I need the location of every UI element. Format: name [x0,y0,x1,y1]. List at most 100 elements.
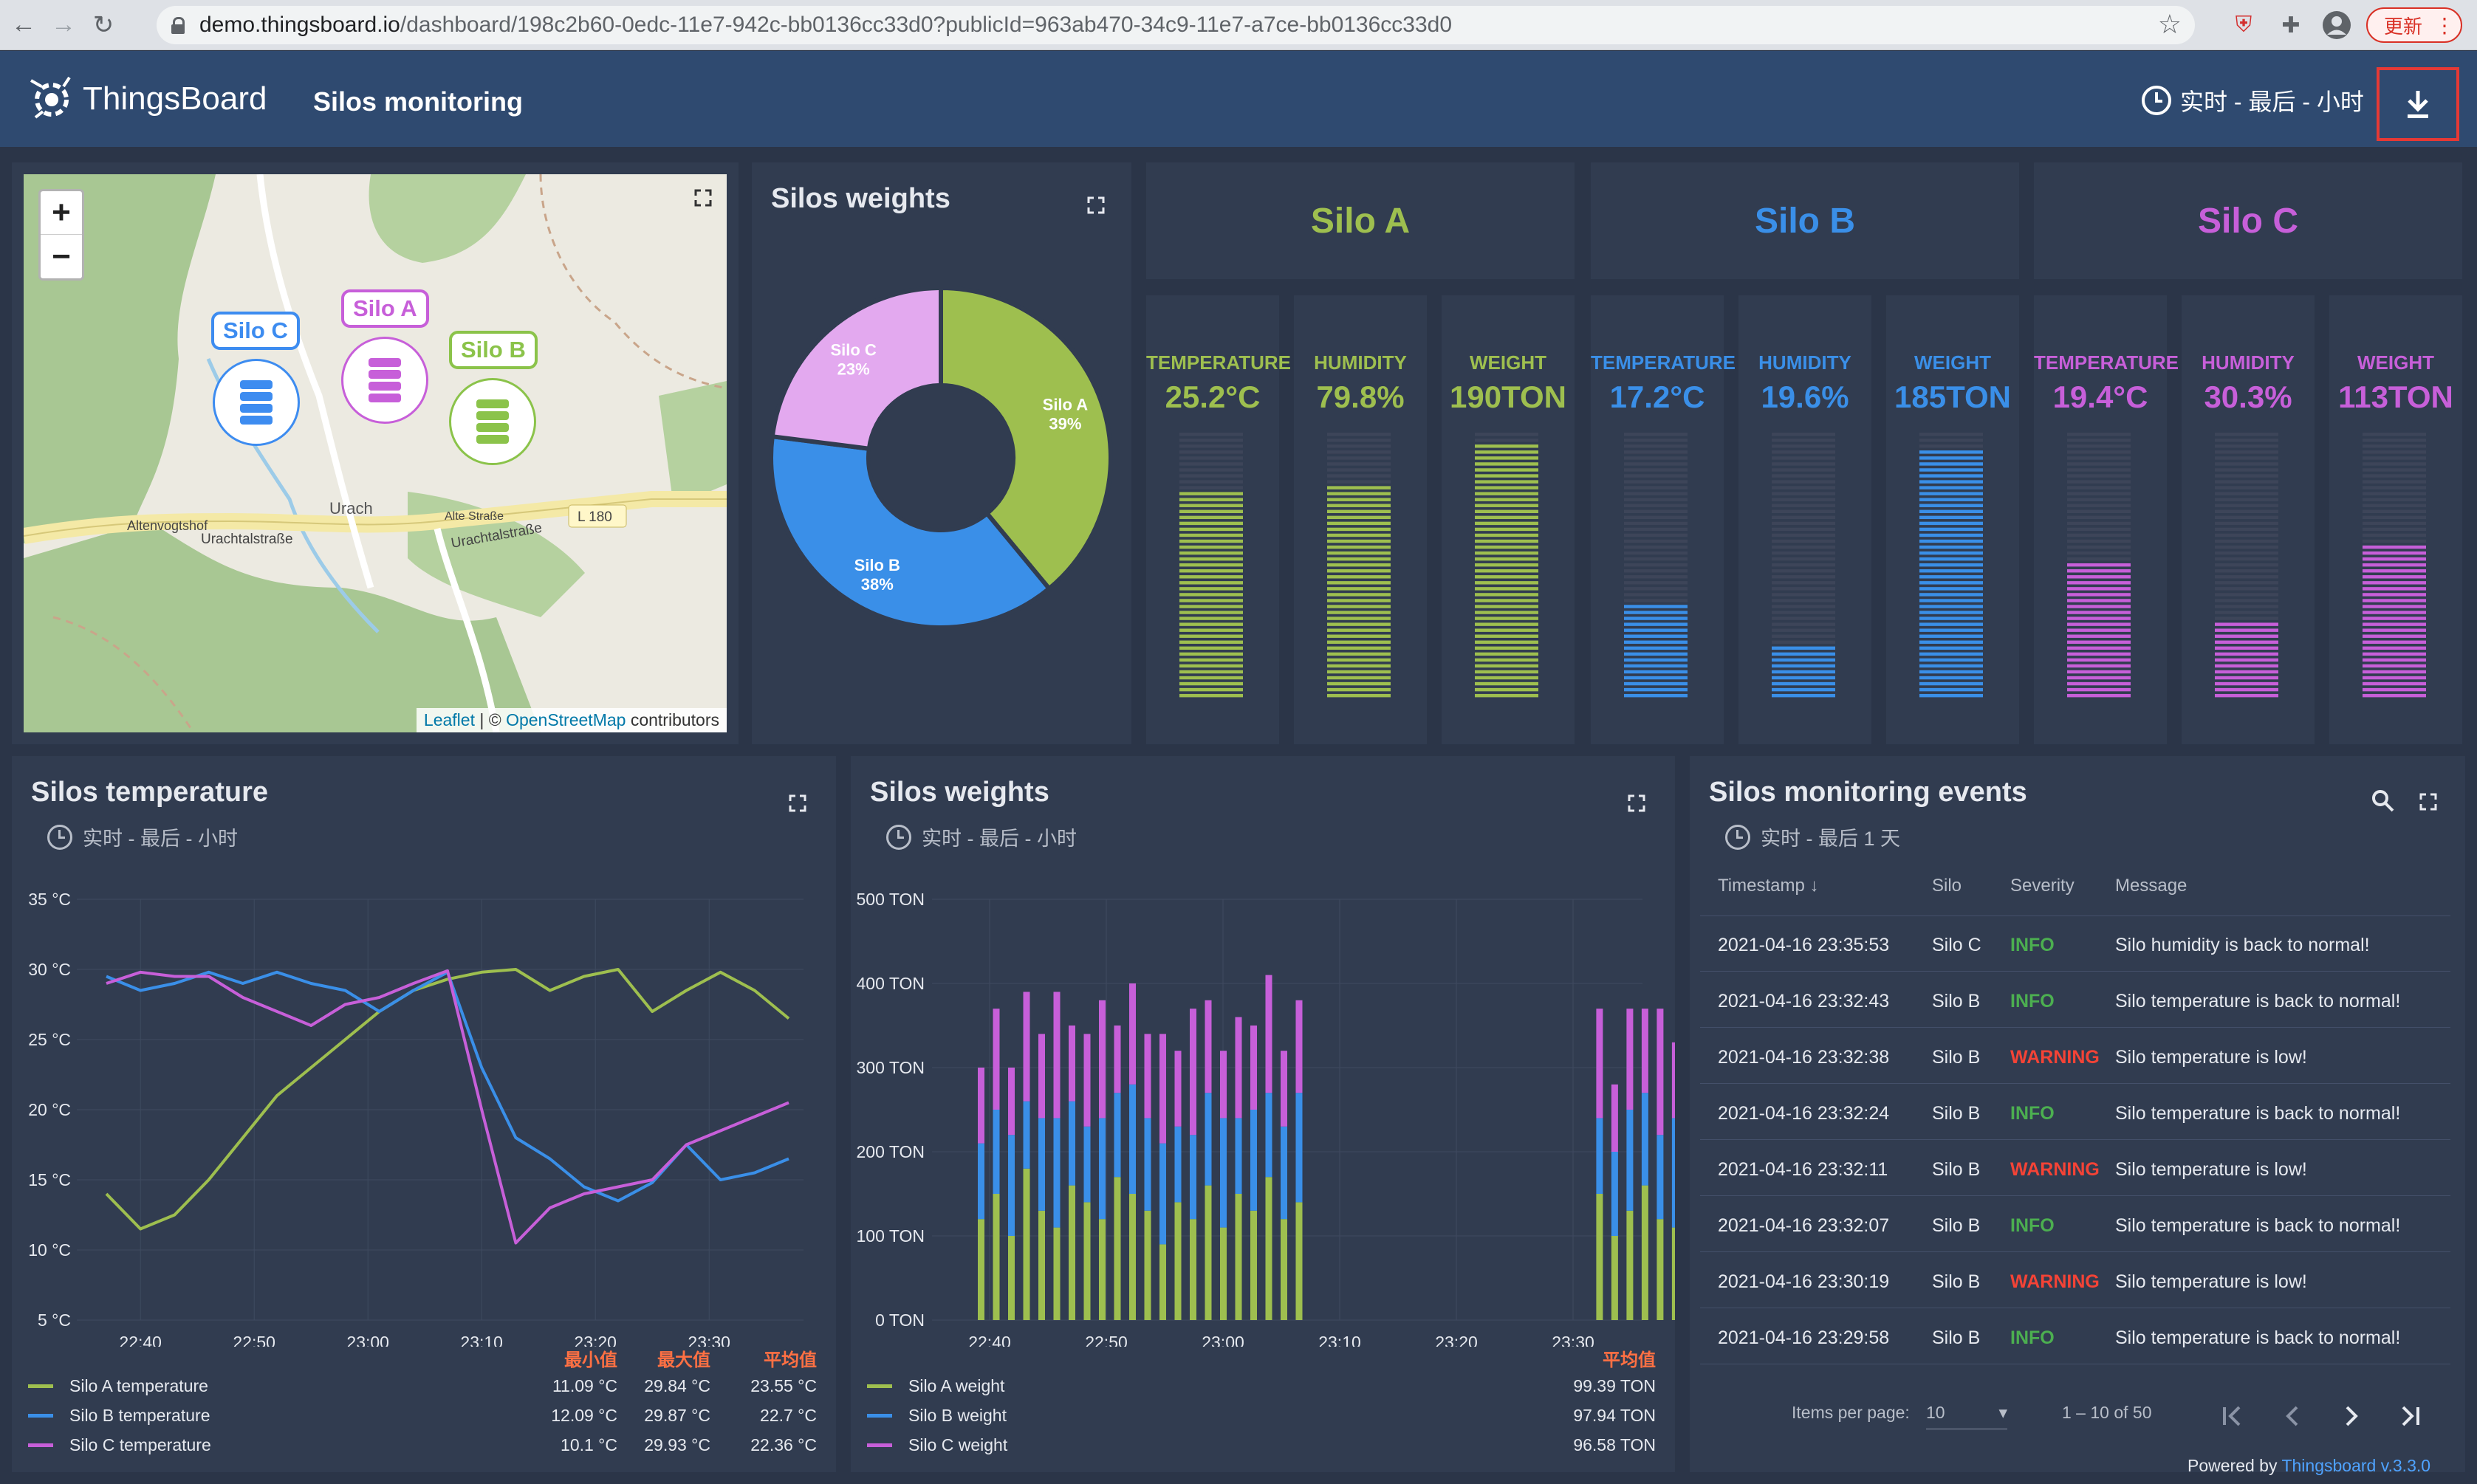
col-header-message[interactable]: Message [2115,876,2187,896]
fullscreen-icon[interactable] [1087,196,1105,214]
bar-segment-silo-a-weight[interactable] [1069,1185,1075,1320]
bar-segment-silo-c-weight[interactable] [1250,1026,1257,1110]
bar-segment-silo-a-weight[interactable] [1671,1227,1675,1320]
bar-segment-silo-c-weight[interactable] [1069,1026,1075,1102]
bar-segment-silo-b-weight[interactable] [1099,1118,1106,1220]
bar-segment-silo-a-weight[interactable] [1250,1210,1257,1320]
bar-segment-silo-c-weight[interactable] [1114,1026,1121,1093]
bar-segment-silo-c-weight[interactable] [993,1009,1000,1110]
reload-icon[interactable]: ↻ [92,10,114,39]
bar-segment-silo-c-weight[interactable] [1008,1068,1015,1136]
download-button[interactable] [2377,67,2459,141]
col-header-severity[interactable]: Severity [2010,876,2075,896]
bar-segment-silo-a-weight[interactable] [1159,1244,1166,1320]
bar-segment-silo-a-weight[interactable] [1174,1202,1182,1320]
bookmark-star-icon[interactable]: ☆ [2157,9,2182,39]
pie-slice-silo-b[interactable] [769,433,1052,630]
search-icon[interactable] [2371,789,2396,814]
bar-segment-silo-c-weight[interactable] [1023,992,1030,1102]
bar-segment-silo-b-weight[interactable] [1611,1152,1618,1236]
col-header-timestamp[interactable]: Timestamp ↓ [1718,876,1818,896]
last-page-icon[interactable] [2397,1403,2424,1429]
browser-update-button[interactable]: 更新 ⋮ [2366,7,2462,43]
marker-label-silo-a[interactable]: Silo A [341,289,429,328]
bar-segment-silo-b-weight[interactable] [1174,1126,1182,1203]
pie-slice-silo-c[interactable] [770,285,943,452]
silo-a-marker-icon[interactable] [341,337,428,424]
bar-segment-silo-c-weight[interactable] [1596,1009,1603,1119]
bar-segment-silo-a-weight[interactable] [1190,1219,1196,1320]
bar-segment-silo-b-weight[interactable] [1114,1093,1121,1178]
legend-item[interactable]: Silo C temperature [28,1435,211,1455]
bar-segment-silo-c-weight[interactable] [1626,1009,1634,1110]
bar-segment-silo-a-weight[interactable] [1083,1202,1091,1320]
bar-segment-silo-c-weight[interactable] [1657,1009,1664,1136]
bar-segment-silo-c-weight[interactable] [1144,1034,1151,1119]
legend-item[interactable]: Silo A weight [867,1376,1004,1396]
bar-segment-silo-a-weight[interactable] [993,1194,1000,1320]
bar-segment-silo-b-weight[interactable] [993,1110,1000,1194]
table-row[interactable]: 2021-04-16 23:32:43 Silo B INFO Silo temper… [1700,972,2450,1028]
bar-segment-silo-b-weight[interactable] [1671,1118,1675,1228]
bar-segment-silo-c-weight[interactable] [1220,1051,1227,1119]
bar-segment-silo-c-weight[interactable] [1174,1051,1182,1127]
bar-segment-silo-c-weight[interactable] [1159,1034,1166,1144]
marker-label-silo-b[interactable]: Silo B [449,331,538,369]
zoom-in-button[interactable]: + [41,191,82,235]
timewindow-selector[interactable]: 实时 - 最后 - 小时 [2142,83,2364,117]
bar-segment-silo-a-weight[interactable] [1265,1177,1272,1320]
bar-segment-silo-a-weight[interactable] [1114,1177,1121,1320]
silo-c-marker-icon[interactable] [213,359,300,446]
bar-segment-silo-b-weight[interactable] [1250,1110,1257,1211]
marker-label-silo-c[interactable]: Silo C [211,312,300,350]
bar-segment-silo-b-weight[interactable] [1144,1118,1151,1211]
map-widget[interactable]: Altenvogtshof Urachtalstraße Urachtalstr… [24,174,727,732]
bar-segment-silo-c-weight[interactable] [1190,1009,1196,1136]
bar-segment-silo-b-weight[interactable] [1295,1093,1303,1203]
table-row[interactable]: 2021-04-16 23:32:38 Silo B WARNING Silo tem… [1700,1028,2450,1084]
bar-segment-silo-c-weight[interactable] [1205,1000,1212,1093]
bar-segment-silo-a-weight[interactable] [1657,1219,1664,1320]
legend-item[interactable]: Silo C weight [867,1435,1007,1455]
bar-segment-silo-b-weight[interactable] [1053,1118,1061,1228]
bar-segment-silo-a-weight[interactable] [1129,1194,1136,1320]
pie-slice-silo-a[interactable] [939,285,1113,592]
bar-segment-silo-c-weight[interactable] [1038,1034,1045,1119]
bar-segment-silo-a-weight[interactable] [1596,1194,1603,1320]
bar-segment-silo-a-weight[interactable] [1281,1219,1287,1320]
bar-segment-silo-a-weight[interactable] [1008,1236,1015,1320]
legend-item[interactable]: Silo B temperature [28,1406,210,1426]
bar-segment-silo-b-weight[interactable] [1596,1118,1603,1194]
bar-segment-silo-b-weight[interactable] [1220,1118,1227,1228]
bar-segment-silo-c-weight[interactable] [1611,1084,1618,1152]
extensions-puzzle-icon[interactable]: ✚ [2281,13,2300,38]
bar-segment-silo-a-weight[interactable] [1626,1210,1634,1320]
profile-avatar-icon[interactable] [2322,10,2351,40]
address-bar[interactable]: demo.thingsboard.io/dashboard/198c2b60-0… [157,6,2195,44]
bar-segment-silo-b-weight[interactable] [1023,1101,1030,1169]
bar-segment-silo-c-weight[interactable] [1053,992,1061,1119]
next-page-icon[interactable] [2338,1403,2365,1429]
bar-segment-silo-a-weight[interactable] [1641,1185,1648,1320]
bar-segment-silo-a-weight[interactable] [978,1219,984,1320]
bar-segment-silo-a-weight[interactable] [1611,1236,1618,1320]
zoom-out-button[interactable]: − [52,238,71,275]
table-row[interactable]: 2021-04-16 23:32:11 Silo B WARNING Silo tem… [1700,1140,2450,1196]
bar-segment-silo-a-weight[interactable] [1144,1210,1151,1320]
bar-segment-silo-b-weight[interactable] [1235,1118,1242,1194]
previous-page-icon[interactable] [2279,1403,2306,1429]
product-link[interactable]: Thingsboard v.3.3.0 [2281,1456,2431,1475]
fullscreen-icon[interactable] [789,794,806,812]
bar-segment-silo-c-weight[interactable] [1235,1017,1242,1119]
back-icon[interactable]: ← [11,10,36,38]
bar-segment-silo-a-weight[interactable] [1023,1168,1030,1320]
fullscreen-icon[interactable] [1628,794,1645,812]
bar-segment-silo-c-weight[interactable] [1641,1009,1648,1093]
bar-segment-silo-a-weight[interactable] [1220,1227,1227,1320]
table-row[interactable]: 2021-04-16 23:29:58 Silo B INFO Silo temper… [1700,1308,2450,1364]
bar-segment-silo-b-weight[interactable] [1038,1118,1045,1211]
bar-segment-silo-a-weight[interactable] [1235,1194,1242,1320]
extension-shield-icon[interactable]: ⛨ [2235,13,2252,37]
bar-segment-silo-a-weight[interactable] [1205,1185,1212,1320]
bar-segment-silo-a-weight[interactable] [1099,1219,1106,1320]
